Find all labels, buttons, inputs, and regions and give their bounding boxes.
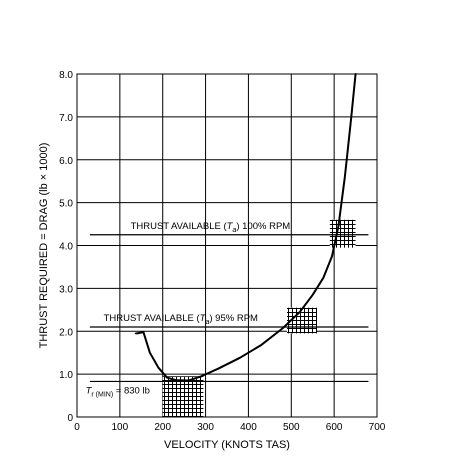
x-tick-label: 0	[74, 422, 80, 433]
drag-curve-group	[134, 73, 357, 382]
y-tick-label: 1.0	[59, 370, 73, 381]
hatched-regions	[162, 219, 356, 417]
y-tick-label: 8.0	[59, 70, 73, 81]
reference-line-label: Tr (MIN) = 830 lb	[86, 385, 150, 398]
reference-label-prefix: THRUST AVAILABLE (	[131, 221, 228, 232]
reference-label-symbol: T	[200, 313, 207, 324]
reference-label-suffix: ) 95% RPM	[209, 313, 258, 324]
x-tick-label: 600	[326, 422, 343, 433]
y-tick-label: 4.0	[59, 242, 73, 253]
x-tick-label: 700	[369, 422, 386, 433]
y-tick-label: 3.0	[59, 284, 73, 295]
plot-area-frame	[76, 73, 378, 418]
hatched-region	[162, 376, 204, 417]
y-tick-label: 6.0	[59, 156, 73, 167]
x-tick-label: 400	[240, 422, 257, 433]
x-tick-label: 200	[154, 422, 171, 433]
x-tick-label: 300	[197, 422, 214, 433]
y-tick-label: 5.0	[59, 199, 73, 210]
tick-labels: 0 100 200 300 400 500 600 700 0 1.0 2.0 3.0 4.0 5.0 6.…	[59, 70, 386, 433]
y-tick-label: 0	[67, 413, 73, 424]
reference-line-label: THRUST AVAILABLE (Ta) 95% RPM	[104, 313, 258, 326]
y-axis-label: THRUST REQUIRED = DRAG (lb × 1000)	[38, 143, 50, 349]
reference-label-prefix: THRUST AVAILABLE (	[104, 313, 201, 324]
y-tick-label: 2.0	[59, 327, 73, 338]
reference-label-subscript: a	[205, 319, 209, 326]
reference-label-suffix: ) 100% RPM	[236, 221, 290, 232]
drag-curve	[136, 73, 357, 382]
reference-label-suffix: = 830 lb	[113, 385, 150, 396]
reference-label-symbol: T	[86, 385, 93, 396]
reference-lines	[89, 234, 369, 383]
reference-label-subscript: r (MIN)	[91, 391, 113, 398]
x-axis-label: VELOCITY (KNOTS TAS)	[164, 439, 290, 451]
reference-label-subscript: a	[232, 227, 236, 234]
x-tick-label: 500	[283, 422, 300, 433]
reference-label-symbol: T	[227, 221, 234, 232]
x-tick-label: 100	[112, 422, 129, 433]
y-tick-label: 7.0	[59, 113, 73, 124]
reference-line-label: THRUST AVAILABLE (Ta) 100% RPM	[131, 221, 291, 234]
